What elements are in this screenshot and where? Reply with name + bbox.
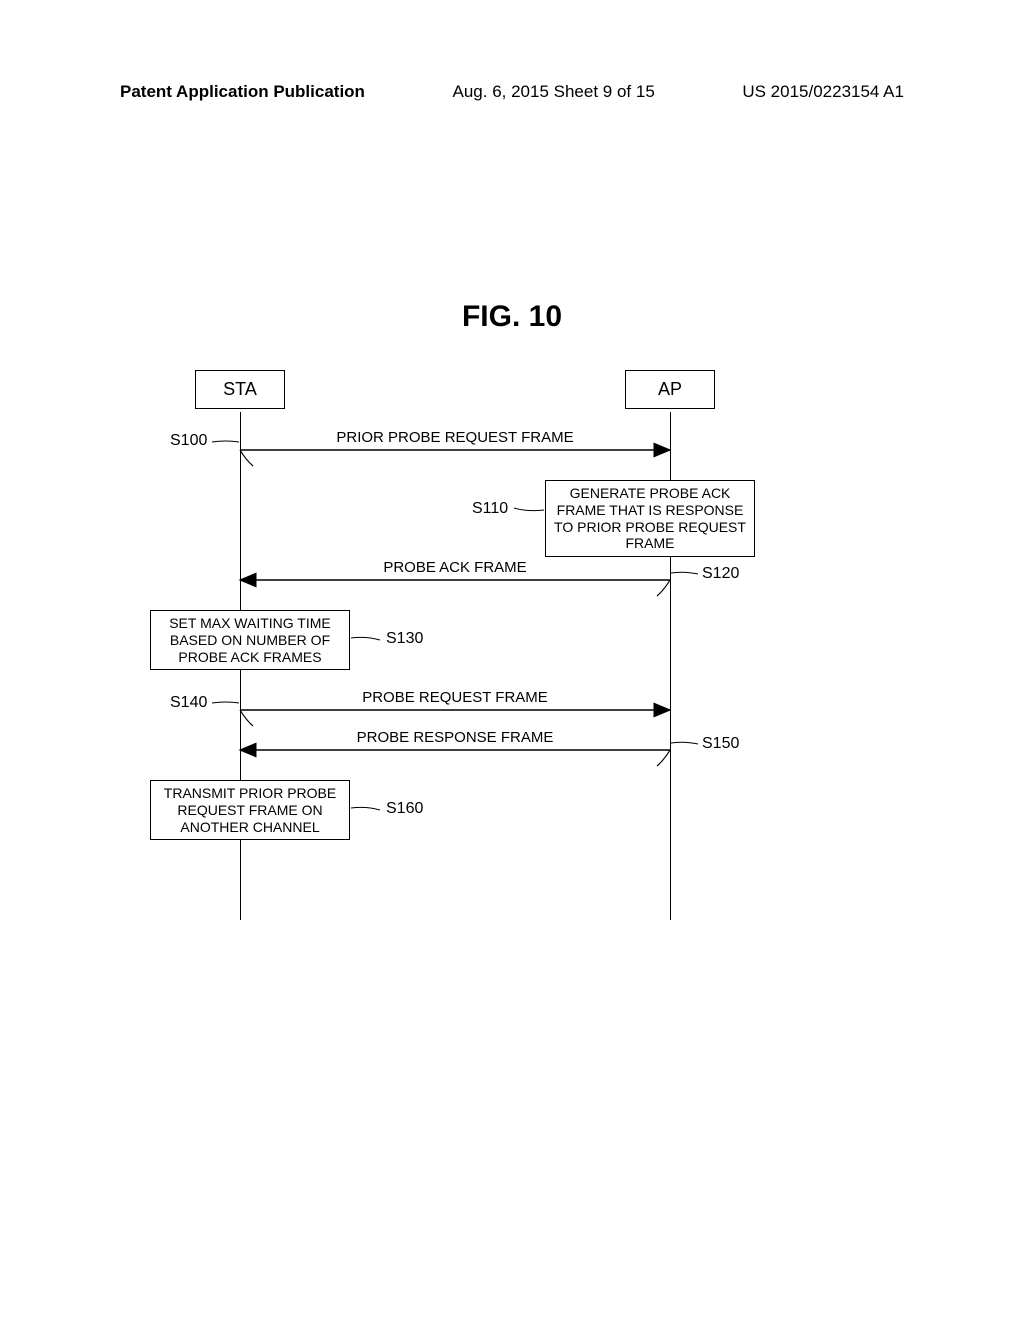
page-header: Patent Application Publication Aug. 6, 2… [120,82,904,102]
msg-s120-label: PROBE ACK FRAME [285,559,625,576]
step-s130: S130 [386,630,423,648]
header-mid: Aug. 6, 2015 Sheet 9 of 15 [453,82,655,102]
process-s110: GENERATE PROBE ACKFRAME THAT IS RESPONSE… [545,480,755,557]
step-s110: S110 [472,500,508,518]
header-right: US 2015/0223154 A1 [742,82,904,102]
process-s160: TRANSMIT PRIOR PROBEREQUEST FRAME ONANOT… [150,780,350,840]
step-s150: S150 [702,735,739,753]
step-s120: S120 [702,565,739,583]
step-s160: S160 [386,800,423,818]
step-s100: S100 [170,432,207,450]
msg-s140-label: PROBE REQUEST FRAME [285,689,625,706]
process-s110-text: GENERATE PROBE ACKFRAME THAT IS RESPONSE… [554,485,746,551]
process-s160-text: TRANSMIT PRIOR PROBEREQUEST FRAME ONANOT… [164,785,336,835]
process-s130-text: SET MAX WAITING TIMEBASED ON NUMBER OFPR… [169,615,331,665]
figure-title: FIG. 10 [0,300,1024,334]
header-left: Patent Application Publication [120,82,365,102]
step-s140: S140 [170,694,207,712]
sequence-diagram: STA AP [150,370,870,930]
process-s130: SET MAX WAITING TIMEBASED ON NUMBER OFPR… [150,610,350,670]
page: Patent Application Publication Aug. 6, 2… [0,0,1024,1320]
msg-s100-label: PRIOR PROBE REQUEST FRAME [285,429,625,446]
msg-s150-label: PROBE RESPONSE FRAME [285,729,625,746]
